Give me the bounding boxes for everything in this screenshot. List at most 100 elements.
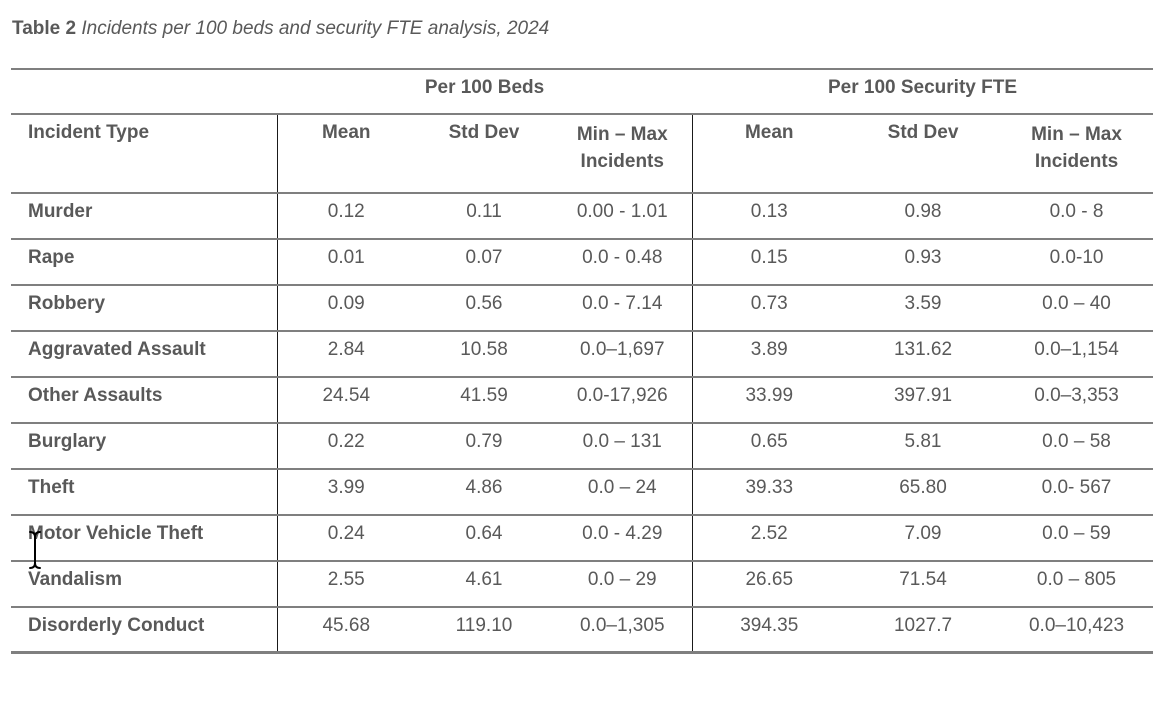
fte-std-cell: 1027.7 bbox=[846, 606, 1001, 655]
fte-mean-cell: 39.33 bbox=[691, 468, 847, 516]
table-row-vandalism: Vandalism 2.55 4.61 0.0 – 29 26.65 71.54… bbox=[11, 560, 1154, 608]
fte-minmax-cell: 0.0 – 805 bbox=[1000, 560, 1154, 608]
fte-std-cell: 397.91 bbox=[846, 376, 1001, 424]
incident-type-cell: Burglary bbox=[11, 422, 277, 470]
fte-std-cell: 131.62 bbox=[846, 330, 1001, 378]
beds-minmax-cell: 0.0-17,926 bbox=[553, 376, 693, 424]
group-header-per-100-beds: Per 100 Beds bbox=[277, 67, 693, 115]
fte-std-cell: 0.98 bbox=[846, 192, 1001, 240]
col-header-beds-min-max: Min – Max Incidents bbox=[553, 113, 693, 194]
beds-std-cell: 10.58 bbox=[415, 330, 553, 378]
fte-minmax-cell: 0.0–10,423 bbox=[1000, 606, 1154, 655]
beds-mean-cell: 0.09 bbox=[276, 284, 415, 332]
fte-mean-cell: 0.15 bbox=[691, 238, 847, 286]
beds-mean-cell: 2.84 bbox=[276, 330, 415, 378]
table-row-theft: Theft 3.99 4.86 0.0 – 24 39.33 65.80 0.0… bbox=[11, 468, 1154, 516]
fte-std-cell: 0.93 bbox=[846, 238, 1001, 286]
incident-type-cell: Other Assaults bbox=[11, 376, 277, 424]
group-header-spacer bbox=[11, 67, 277, 115]
col-header-fte-std-dev: Std Dev bbox=[846, 113, 1001, 194]
incident-type-cell: Vandalism bbox=[11, 560, 277, 608]
col-header-fte-mean: Mean bbox=[691, 113, 847, 194]
fte-minmax-cell: 0.0 - 8 bbox=[1000, 192, 1154, 240]
fte-mean-cell: 26.65 bbox=[691, 560, 847, 608]
beds-std-cell: 0.07 bbox=[415, 238, 553, 286]
fte-mean-cell: 394.35 bbox=[691, 606, 847, 655]
fte-minmax-cell: 0.0–1,154 bbox=[1000, 330, 1154, 378]
beds-std-cell: 119.10 bbox=[415, 606, 553, 655]
fte-minmax-cell: 0.0- 567 bbox=[1000, 468, 1154, 516]
table-caption-text: Incidents per 100 beds and security FTE … bbox=[81, 18, 550, 39]
fte-minmax-cell: 0.0 – 58 bbox=[1000, 422, 1154, 470]
fte-minmax-cell: 0.0-10 bbox=[1000, 238, 1154, 286]
fte-minmax-cell: 0.0 – 40 bbox=[1000, 284, 1154, 332]
fte-mean-cell: 33.99 bbox=[691, 376, 847, 424]
beds-minmax-cell: 0.0 – 131 bbox=[553, 422, 693, 470]
fte-mean-cell: 0.65 bbox=[691, 422, 847, 470]
fte-std-cell: 5.81 bbox=[846, 422, 1001, 470]
fte-mean-cell: 3.89 bbox=[691, 330, 847, 378]
incident-type-cell: Disorderly Conduct bbox=[11, 606, 277, 655]
beds-minmax-cell: 0.0 - 0.48 bbox=[553, 238, 693, 286]
beds-minmax-cell: 0.0 – 24 bbox=[553, 468, 693, 516]
incident-type-cell: Theft bbox=[11, 468, 277, 516]
fte-mean-cell: 0.73 bbox=[691, 284, 847, 332]
table-caption: Table 2 Incidents per 100 beds and secur… bbox=[12, 18, 1170, 41]
beds-minmax-cell: 0.0–1,305 bbox=[553, 606, 693, 655]
incident-type-cell: Aggravated Assault bbox=[11, 330, 277, 378]
beds-std-cell: 0.56 bbox=[415, 284, 553, 332]
beds-mean-cell: 0.12 bbox=[276, 192, 415, 240]
col-header-fte-min-max: Min – Max Incidents bbox=[1000, 113, 1154, 194]
table-row-aggravated-assault: Aggravated Assault 2.84 10.58 0.0–1,697 … bbox=[11, 330, 1154, 378]
incident-type-cell: Murder bbox=[11, 192, 277, 240]
col-header-fte-min-max-line1: Min – Max bbox=[1031, 123, 1122, 145]
incident-type-cell: Rape bbox=[11, 238, 277, 286]
beds-mean-cell: 45.68 bbox=[276, 606, 415, 655]
column-header-row: Incident Type Mean Std Dev Min – Max Inc… bbox=[11, 113, 1154, 194]
beds-minmax-cell: 0.0–1,697 bbox=[553, 330, 693, 378]
fte-std-cell: 71.54 bbox=[846, 560, 1001, 608]
table-row-other-assaults: Other Assaults 24.54 41.59 0.0-17,926 33… bbox=[11, 376, 1154, 424]
beds-std-cell: 0.79 bbox=[415, 422, 553, 470]
table-row-robbery: Robbery 0.09 0.56 0.0 - 7.14 0.73 3.59 0… bbox=[11, 284, 1154, 332]
beds-mean-cell: 0.24 bbox=[276, 514, 415, 562]
beds-std-cell: 41.59 bbox=[415, 376, 553, 424]
table-row-disorderly-conduct: Disorderly Conduct 45.68 119.10 0.0–1,30… bbox=[11, 606, 1154, 655]
incident-type-cell: Robbery bbox=[11, 284, 277, 332]
group-header-per-100-security-fte: Per 100 Security FTE bbox=[692, 67, 1154, 115]
fte-std-cell: 65.80 bbox=[846, 468, 1001, 516]
fte-std-cell: 7.09 bbox=[846, 514, 1001, 562]
fte-mean-cell: 0.13 bbox=[691, 192, 847, 240]
col-header-incident-type: Incident Type bbox=[11, 113, 277, 194]
beds-minmax-cell: 0.0 - 4.29 bbox=[553, 514, 693, 562]
beds-std-cell: 4.86 bbox=[415, 468, 553, 516]
incidents-table: Per 100 Beds Per 100 Security FTE Incide… bbox=[11, 67, 1154, 655]
beds-std-cell: 4.61 bbox=[415, 560, 553, 608]
col-header-beds-std-dev: Std Dev bbox=[415, 113, 553, 194]
col-header-beds-min-max-line1: Min – Max bbox=[576, 123, 668, 145]
beds-mean-cell: 3.99 bbox=[276, 468, 415, 516]
beds-std-cell: 0.11 bbox=[415, 192, 553, 240]
col-header-beds-mean: Mean bbox=[276, 113, 415, 194]
beds-mean-cell: 0.01 bbox=[276, 238, 415, 286]
table-row-motor-vehicle-theft: Motor Vehicle Theft 0.24 0.64 0.0 - 4.29… bbox=[11, 514, 1154, 562]
fte-minmax-cell: 0.0–3,353 bbox=[1000, 376, 1154, 424]
beds-mean-cell: 24.54 bbox=[276, 376, 415, 424]
fte-mean-cell: 2.52 bbox=[691, 514, 847, 562]
group-header-row: Per 100 Beds Per 100 Security FTE bbox=[11, 67, 1154, 115]
col-header-fte-min-max-line2: Incidents bbox=[1034, 150, 1119, 172]
table-caption-label: Table 2 bbox=[12, 18, 77, 39]
incident-type-cell: Motor Vehicle Theft bbox=[11, 514, 277, 562]
beds-mean-cell: 0.22 bbox=[276, 422, 415, 470]
beds-mean-cell: 2.55 bbox=[276, 560, 415, 608]
beds-minmax-cell: 0.00 - 1.01 bbox=[553, 192, 693, 240]
beds-minmax-cell: 0.0 - 7.14 bbox=[553, 284, 693, 332]
col-header-beds-min-max-line2: Incidents bbox=[580, 150, 664, 172]
table-row-murder: Murder 0.12 0.11 0.00 - 1.01 0.13 0.98 0… bbox=[11, 192, 1154, 240]
table-row-burglary: Burglary 0.22 0.79 0.0 – 131 0.65 5.81 0… bbox=[11, 422, 1154, 470]
fte-minmax-cell: 0.0 – 59 bbox=[1000, 514, 1154, 562]
beds-minmax-cell: 0.0 – 29 bbox=[553, 560, 693, 608]
fte-std-cell: 3.59 bbox=[846, 284, 1001, 332]
beds-std-cell: 0.64 bbox=[415, 514, 553, 562]
table-row-rape: Rape 0.01 0.07 0.0 - 0.48 0.15 0.93 0.0-… bbox=[11, 238, 1154, 286]
